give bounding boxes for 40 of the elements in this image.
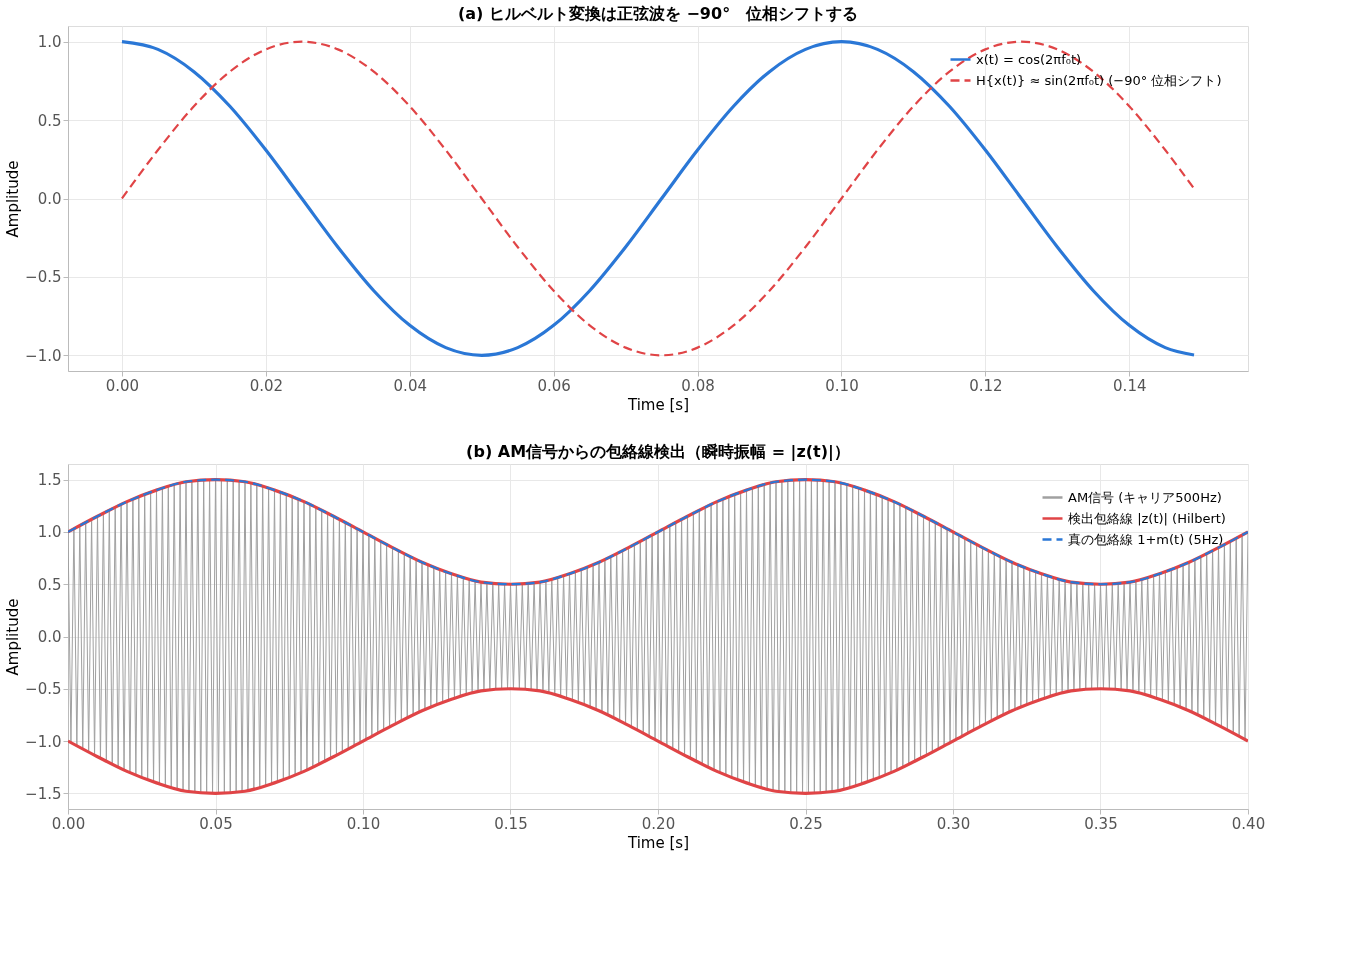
legend-label: x(t) = cos(2πf₀t) <box>976 51 1082 67</box>
legend-label: 真の包絡線 1+m(t) (5Hz) <box>1068 531 1224 547</box>
x-tick-label: 0.00 <box>51 814 86 833</box>
y-axis-title: Amplitude <box>4 598 23 676</box>
x-tick-label: 0.14 <box>1113 376 1147 395</box>
x-tick-label: 0.20 <box>641 814 676 833</box>
x-tick-label: 0.30 <box>936 814 971 833</box>
y-tick-label: 0.5 <box>37 111 62 130</box>
x-axis-title: Time [s] <box>627 395 689 414</box>
x-tick-label: 0.10 <box>346 814 381 833</box>
x-tick-label: 0.35 <box>1084 814 1118 833</box>
x-tick-label: 0.06 <box>537 376 571 395</box>
x-tick-label: 0.00 <box>105 376 140 395</box>
x-tick-label: 0.05 <box>199 814 233 833</box>
legend-label: H{x(t)} ≈ sin(2πf₀t) (−90° 位相シフト) <box>976 72 1222 88</box>
legend-label: 検出包絡線 |z(t)| (Hilbert) <box>1068 510 1226 526</box>
x-tick-label: 0.02 <box>249 376 284 395</box>
y-tick-label: 1.5 <box>37 471 62 490</box>
chart-title: (b) AM信号からの包絡線検出（瞬時振幅 = |z(t)|） <box>466 442 850 462</box>
y-tick-label: 1.0 <box>37 33 62 52</box>
x-tick-label: 0.12 <box>969 376 1003 395</box>
y-tick-label: −1.5 <box>25 784 62 803</box>
chart-title: (a) ヒルベルト変換は正弦波を −90° 位相シフトする <box>457 4 859 23</box>
y-tick-label: −0.5 <box>25 680 62 699</box>
y-tick-label: 1.0 <box>37 523 62 542</box>
y-tick-label: −1.0 <box>25 346 62 365</box>
legend-label: AM信号 (キャリア500Hz) <box>1068 489 1222 505</box>
y-tick-label: −0.5 <box>25 268 62 287</box>
x-tick-label: 0.08 <box>681 376 715 395</box>
y-tick-label: 0.0 <box>37 628 62 646</box>
x-tick-label: 0.25 <box>789 814 823 833</box>
y-axis-title: Amplitude <box>4 160 23 238</box>
y-tick-label: −1.0 <box>25 732 62 751</box>
y-tick-label: 0.0 <box>37 190 62 208</box>
x-tick-label: 0.10 <box>825 376 859 395</box>
y-tick-label: 0.5 <box>37 575 62 594</box>
x-axis-title: Time [s] <box>627 833 689 852</box>
x-tick-label: 0.40 <box>1231 814 1266 833</box>
x-tick-label: 0.15 <box>494 814 528 833</box>
x-tick-label: 0.04 <box>393 376 427 395</box>
